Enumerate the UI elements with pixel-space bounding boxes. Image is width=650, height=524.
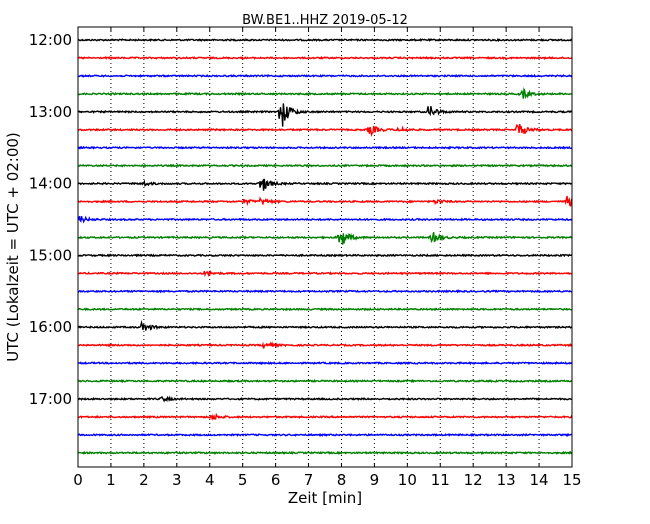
x-tick-label-4: 4 xyxy=(205,471,215,489)
trace-row-1415 xyxy=(77,195,573,207)
chart-title: BW.BE1..HHZ 2019-05-12 xyxy=(242,13,408,28)
trace-row-1530 xyxy=(77,289,573,294)
trace-row-1715 xyxy=(77,412,573,421)
trace-row-1330 xyxy=(77,145,573,150)
trace-row-1200 xyxy=(77,37,573,43)
trace-row-1400 xyxy=(77,178,573,191)
y-tick-label-14:00: 14:00 xyxy=(29,175,72,193)
seismic-traces xyxy=(77,37,573,455)
trace-row-1345 xyxy=(77,163,573,168)
trace-row-1245 xyxy=(77,86,573,100)
y-tick-label-12:00: 12:00 xyxy=(29,31,72,49)
y-tick-label-17:00: 17:00 xyxy=(29,390,72,408)
y-tick-label-15:00: 15:00 xyxy=(29,246,72,264)
x-tick-label-0: 0 xyxy=(73,471,83,489)
trace-row-1500 xyxy=(77,253,573,258)
x-tick-label-6: 6 xyxy=(271,471,281,489)
trace-row-1215 xyxy=(77,55,573,60)
trace-row-1700 xyxy=(77,395,573,403)
x-tick-label-8: 8 xyxy=(337,471,347,489)
x-tick-label-11: 11 xyxy=(431,471,450,489)
x-tick-label-12: 12 xyxy=(464,471,483,489)
trace-row-1645 xyxy=(77,378,573,384)
x-axis-label: Zeit [min] xyxy=(288,489,362,507)
x-tick-label-15: 15 xyxy=(562,471,581,489)
x-tick-label-14: 14 xyxy=(530,471,549,489)
x-tick-label-1: 1 xyxy=(106,471,116,489)
trace-row-1300 xyxy=(77,103,573,127)
trace-row-1730 xyxy=(77,432,573,438)
x-tick-label-10: 10 xyxy=(398,471,417,489)
trace-row-1545 xyxy=(77,307,573,312)
x-tick-label-3: 3 xyxy=(172,471,182,489)
trace-row-1430 xyxy=(77,215,573,224)
y-tick-label-13:00: 13:00 xyxy=(29,103,72,121)
trace-row-1515 xyxy=(77,269,573,278)
y-axis-label: UTC (Lokalzeit = UTC + 02:00) xyxy=(4,132,22,362)
x-tick-label-9: 9 xyxy=(370,471,380,489)
trace-row-1745 xyxy=(77,450,573,455)
axis-ticks: 0 1 2 3 4 5 6 7 8 9 10 11 12 13 14 1512:0013:0014:0015:… xyxy=(29,27,582,489)
x-tick-label-2: 2 xyxy=(139,471,149,489)
x-tick-label-13: 13 xyxy=(497,471,516,489)
trace-row-1315 xyxy=(77,123,573,137)
trace-row-1230 xyxy=(77,73,573,78)
x-tick-label-7: 7 xyxy=(304,471,314,489)
grid-lines xyxy=(110,27,540,467)
trace-row-1615 xyxy=(77,341,573,349)
x-tick-label-5: 5 xyxy=(238,471,248,489)
plot-frame xyxy=(77,26,573,468)
trace-row-1445 xyxy=(77,231,573,245)
y-tick-label-16:00: 16:00 xyxy=(29,318,72,336)
trace-row-1630 xyxy=(77,361,573,366)
trace-row-1600 xyxy=(77,319,573,331)
